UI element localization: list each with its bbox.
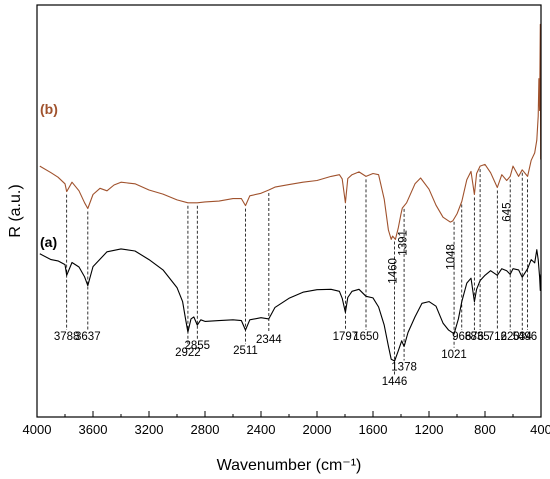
x-tick-label: 1200 <box>415 422 444 437</box>
peak-label-a: 1021 <box>441 349 467 361</box>
peak-label-a: 835 <box>471 331 490 343</box>
peak-label-a: 876 <box>465 331 484 343</box>
peak-label-a: 1797 <box>333 331 359 343</box>
peak-label-a: 2922 <box>175 347 201 359</box>
peak-label-a: 966 <box>452 331 471 343</box>
x-tick-label: 3600 <box>79 422 108 437</box>
peak-label-a: 712 <box>488 331 507 343</box>
peak-label-b: 1048 <box>445 244 457 270</box>
peak-label-a: 620 <box>501 331 520 343</box>
peak-guide-lines <box>66 169 528 375</box>
peak-label-a: 534 <box>513 331 533 343</box>
x-tick-label: 2400 <box>247 422 276 437</box>
peak-label-a: 1650 <box>353 331 379 343</box>
y-axis-title: R (a.u.) <box>7 184 24 237</box>
x-axis-title: Wavenumber (cm⁻¹) <box>217 457 362 474</box>
x-tick-label: 400 <box>530 422 550 437</box>
series-label-a: (a) <box>40 234 57 250</box>
peak-label-a: 2855 <box>185 340 211 352</box>
peak-label-b: 1391 <box>397 230 409 256</box>
peak-label-a: 2344 <box>256 334 282 346</box>
series-line-b <box>39 23 542 240</box>
x-tick-label: 4000 <box>23 422 52 437</box>
x-tick-label: 800 <box>474 422 496 437</box>
peak-label-a: 2511 <box>233 345 258 357</box>
peak-label-b: 645 <box>502 203 514 222</box>
x-tick-label: 1600 <box>359 422 388 437</box>
peak-label-a: 496 <box>518 331 537 343</box>
series-line-a <box>39 248 542 362</box>
peak-label-a: 1446 <box>382 376 408 388</box>
series-group <box>39 23 542 362</box>
peak-label-a: 1378 <box>391 362 417 374</box>
series-labels: (b) (a) <box>40 101 58 250</box>
x-tick-label: 2800 <box>191 422 220 437</box>
x-tick-label: 3200 <box>135 422 164 437</box>
peak-label-a: 3637 <box>75 331 101 343</box>
x-axis-ticks: 4000 3600 3200 2800 2400 2000 1600 1200 800 400 <box>23 411 550 437</box>
x-tick-label: 2000 <box>303 422 332 437</box>
peak-label-b: 1460 <box>388 258 400 284</box>
series-label-b: (b) <box>40 101 58 117</box>
peak-label-a: 3788 <box>54 331 80 343</box>
